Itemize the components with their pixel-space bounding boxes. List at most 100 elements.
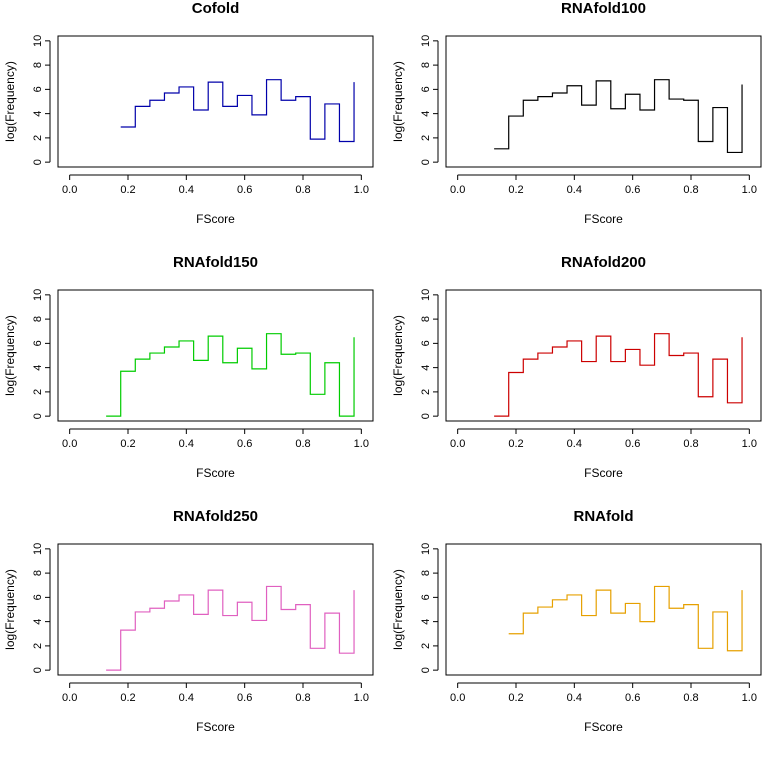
chart-rnafold200: RNAfold200 0.0 0.2 0.4 0.6 0.8 1.0 FScore 0 2 4 6 8 1…	[391, 254, 762, 480]
y-axis-label: log(Frequency)	[3, 61, 17, 142]
x-tick-label: 0.4	[179, 692, 194, 704]
chart-rnafold250: RNAfold250 0.0 0.2 0.4 0.6 0.8 1.0 FScore 0 2 4 6 8 1…	[3, 508, 374, 734]
y-tick-label: 2	[32, 643, 44, 649]
y-tick-label: 0	[32, 159, 44, 165]
y-tick-label: 10	[420, 543, 432, 555]
series-step-line	[494, 333, 743, 417]
plot-frame	[445, 35, 762, 168]
y-tick-label: 2	[32, 389, 44, 395]
x-tick-label: 1.0	[742, 438, 757, 450]
y-tick-label: 6	[420, 594, 432, 600]
plot-frame	[445, 289, 762, 422]
plot-frame	[57, 35, 374, 168]
y-tick-label: 10	[32, 543, 44, 555]
panel-rnafold200: RNAfold200 0.0 0.2 0.4 0.6 0.8 1.0 FScore 0 2 4 6 8 1…	[388, 254, 775, 507]
panel-rnafold: RNAfold 0.0 0.2 0.4 0.6 0.8 1.0 FScore 0 2 4 6 8 10 lo…	[388, 508, 775, 761]
x-tick-label: 0.2	[508, 438, 523, 450]
x-tick-label: 0.0	[62, 184, 77, 196]
y-tick-label: 10	[32, 289, 44, 301]
x-tick-label: 0.8	[295, 438, 310, 450]
x-axis-label: FScore	[196, 212, 235, 226]
series-step-line	[508, 585, 743, 652]
chart-title: RNAfold250	[173, 508, 258, 525]
series-step-line	[106, 333, 355, 417]
chart-title: RNAfold	[574, 508, 634, 525]
x-tick-label: 0.8	[683, 692, 698, 704]
x-tick-label: 1.0	[354, 438, 369, 450]
y-tick-label: 2	[420, 135, 432, 141]
y-tick-label: 6	[420, 340, 432, 346]
x-tick-label: 1.0	[742, 184, 757, 196]
y-axis-label: log(Frequency)	[3, 569, 17, 650]
y-tick-label: 8	[32, 62, 44, 68]
x-tick-label: 0.6	[625, 692, 640, 704]
y-tick-label: 0	[32, 667, 44, 673]
series-step-line	[120, 79, 355, 143]
y-tick-label: 2	[420, 643, 432, 649]
series-step-line	[106, 585, 355, 671]
y-axis-label: log(Frequency)	[391, 315, 405, 396]
series-step-line	[494, 79, 743, 154]
x-axis-label: FScore	[196, 720, 235, 734]
y-tick-label: 0	[420, 667, 432, 673]
chart-rnafold100: RNAfold100 0.0 0.2 0.4 0.6 0.8 1.0 FScore 0 2 4 6 8 1…	[391, 0, 762, 226]
y-tick-label: 4	[420, 111, 432, 117]
y-tick-label: 10	[420, 289, 432, 301]
x-tick-label: 1.0	[354, 184, 369, 196]
chart-rnafold150: RNAfold150 0.0 0.2 0.4 0.6 0.8 1.0 FScore 0 2 4 6 8 1…	[3, 254, 374, 480]
y-tick-label: 6	[32, 340, 44, 346]
y-tick-label: 8	[420, 316, 432, 322]
y-tick-label: 6	[32, 86, 44, 92]
x-tick-label: 0.0	[450, 438, 465, 450]
panel-rnafold100: RNAfold100 0.0 0.2 0.4 0.6 0.8 1.0 FScore 0 2 4 6 8 1…	[388, 0, 775, 253]
x-tick-label: 0.0	[62, 692, 77, 704]
x-axis-label: FScore	[584, 720, 623, 734]
plot-frame	[57, 543, 374, 676]
x-tick-label: 0.6	[237, 184, 252, 196]
x-tick-label: 0.4	[567, 184, 582, 196]
x-tick-label: 0.2	[508, 692, 523, 704]
x-tick-label: 0.6	[625, 438, 640, 450]
y-tick-label: 4	[32, 619, 44, 625]
x-tick-label: 0.0	[450, 184, 465, 196]
y-tick-label: 4	[32, 365, 44, 371]
y-tick-label: 8	[32, 570, 44, 576]
y-tick-label: 2	[420, 389, 432, 395]
chart-cofold: Cofold 0.0 0.2 0.4 0.6 0.8 1.0 FScore 0 2 4 6 8 10 log…	[3, 0, 374, 226]
y-axis-label: log(Frequency)	[391, 569, 405, 650]
x-tick-label: 0.4	[179, 184, 194, 196]
x-tick-label: 0.4	[567, 438, 582, 450]
x-tick-label: 0.2	[508, 184, 523, 196]
x-tick-label: 0.6	[237, 438, 252, 450]
y-tick-label: 6	[32, 594, 44, 600]
x-tick-label: 0.0	[62, 438, 77, 450]
x-tick-label: 1.0	[354, 692, 369, 704]
y-axis-label: log(Frequency)	[391, 61, 405, 142]
chart-title: Cofold	[192, 0, 239, 17]
chart-title: RNAfold200	[561, 254, 646, 271]
chart-rnafold: RNAfold 0.0 0.2 0.4 0.6 0.8 1.0 FScore 0 2 4 6 8 10 lo…	[391, 508, 762, 734]
chart-title: RNAfold100	[561, 0, 646, 17]
x-axis-label: FScore	[196, 466, 235, 480]
y-tick-label: 4	[32, 111, 44, 117]
x-tick-label: 0.8	[295, 692, 310, 704]
y-tick-label: 4	[420, 619, 432, 625]
x-tick-label: 0.8	[683, 184, 698, 196]
y-axis-label: log(Frequency)	[3, 315, 17, 396]
x-tick-label: 0.2	[120, 438, 135, 450]
y-tick-label: 10	[420, 35, 432, 47]
x-tick-label: 0.2	[120, 184, 135, 196]
y-tick-label: 2	[32, 135, 44, 141]
y-tick-label: 6	[420, 86, 432, 92]
x-tick-label: 0.8	[683, 438, 698, 450]
y-tick-label: 8	[420, 570, 432, 576]
panel-cofold: Cofold 0.0 0.2 0.4 0.6 0.8 1.0 FScore 0 2 4 6 8 10 log…	[0, 0, 387, 253]
x-tick-label: 0.8	[295, 184, 310, 196]
y-tick-label: 8	[32, 316, 44, 322]
x-tick-label: 0.0	[450, 692, 465, 704]
y-tick-label: 0	[420, 159, 432, 165]
y-tick-label: 4	[420, 365, 432, 371]
x-tick-label: 0.4	[179, 438, 194, 450]
x-tick-label: 0.6	[237, 692, 252, 704]
